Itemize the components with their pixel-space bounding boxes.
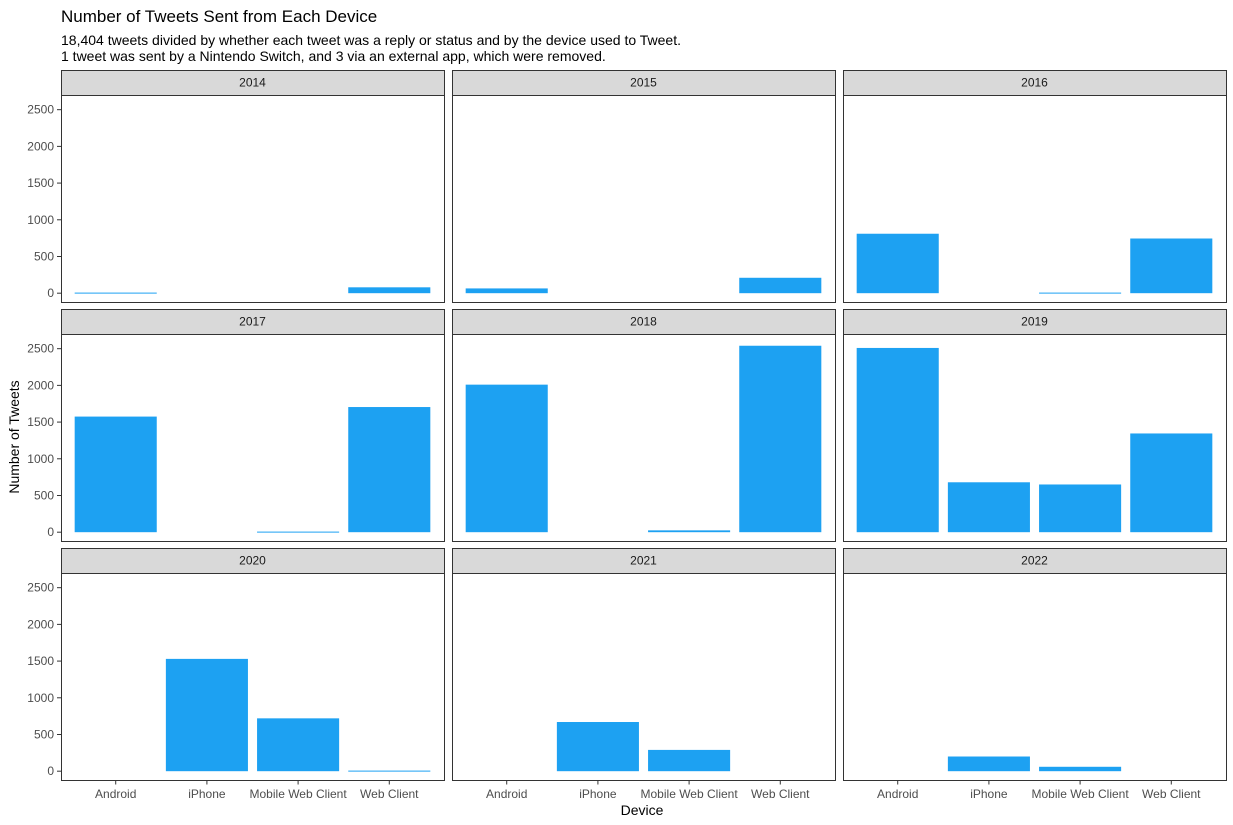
facet-2016: 2016 — [843, 70, 1227, 303]
bar-2021-iphone — [556, 722, 639, 772]
facet-strip — [61, 548, 445, 574]
facet-strip — [452, 548, 836, 574]
facet-strip-label: 2019 — [1021, 315, 1048, 329]
bar-2022-mobile-web-client — [1039, 766, 1122, 772]
x-tick-label: iPhone — [970, 787, 1008, 801]
facet-strip — [843, 70, 1227, 96]
bar-2018-web-client — [739, 345, 822, 533]
y-axis-title: Number of Tweets — [6, 380, 22, 493]
facet-panel-border — [61, 95, 445, 303]
facet-panel-border — [61, 573, 445, 781]
x-tick-label: Android — [95, 787, 136, 801]
y-tick-label: 0 — [47, 764, 54, 778]
x-tick-label: Web Client — [751, 787, 810, 801]
bar-2017-web-client — [348, 407, 431, 533]
facet-2021: 2021 Android iPhone Mobile Web Client Web Cl… — [452, 548, 836, 801]
y-tick-label: 1500 — [27, 176, 54, 190]
facet-2020: 2020 0 500 1000 1500 2000 2500 Android iPhone Mob… — [27, 548, 445, 801]
x-tick-label: Mobile Web Client — [1032, 787, 1130, 801]
facet-2017: 2017 0 500 1000 1500 2000 2500 — [27, 309, 445, 542]
bar-2014-android — [74, 292, 157, 294]
bar-2022-iphone — [947, 756, 1030, 772]
y-tick-label: 0 — [47, 286, 54, 300]
y-tick-label: 2500 — [27, 342, 54, 356]
bar-2019-web-client — [1130, 433, 1213, 533]
facet-panel-border — [843, 334, 1227, 542]
y-tick-label: 2500 — [27, 103, 54, 117]
chart-subtitle-line-1: 18,404 tweets divided by whether each tw… — [61, 32, 681, 48]
facets-layer: 2014 0 500 1000 1500 2000 2500 2015 2016 2017 0 500… — [27, 70, 1227, 801]
bar-2016-web-client — [1130, 238, 1213, 294]
x-axis-title: Device — [621, 802, 664, 818]
y-tick-label: 2000 — [27, 378, 54, 392]
x-tick-label: Android — [486, 787, 527, 801]
y-tick-label: 1000 — [27, 691, 54, 705]
y-tick-label: 1500 — [27, 654, 54, 668]
facet-strip-label: 2017 — [239, 315, 266, 329]
y-tick-label: 1000 — [27, 213, 54, 227]
facet-2014: 2014 0 500 1000 1500 2000 2500 — [27, 70, 445, 303]
facet-strip-label: 2018 — [630, 315, 657, 329]
bar-2015-android — [465, 288, 548, 294]
y-tick-label: 1500 — [27, 415, 54, 429]
chart-subtitle-line-2: 1 tweet was sent by a Nintendo Switch, a… — [61, 48, 606, 64]
bar-2018-mobile-web-client — [648, 530, 731, 533]
facet-strip — [452, 70, 836, 96]
bar-2020-iphone — [165, 658, 248, 772]
bar-2020-web-client — [348, 770, 431, 772]
facet-2022: 2022 Android iPhone Mobile Web Client Web Cl… — [843, 548, 1227, 801]
bar-2019-iphone — [947, 482, 1030, 533]
y-tick-label: 500 — [34, 727, 54, 741]
facet-panel-border — [61, 334, 445, 542]
facet-2018: 2018 — [452, 309, 836, 542]
x-tick-label: iPhone — [579, 787, 617, 801]
x-tick-label: Web Client — [360, 787, 419, 801]
y-tick-label: 0 — [47, 525, 54, 539]
bar-2016-mobile-web-client — [1039, 292, 1122, 294]
facet-panel-border — [452, 95, 836, 303]
y-tick-label: 2500 — [27, 581, 54, 595]
bar-2019-mobile-web-client — [1039, 484, 1122, 533]
x-tick-label: Web Client — [1142, 787, 1201, 801]
facet-panel-border — [843, 95, 1227, 303]
facet-strip — [843, 309, 1227, 335]
facet-strip-label: 2016 — [1021, 76, 1048, 90]
facet-panel-border — [452, 334, 836, 542]
bar-2017-mobile-web-client — [257, 531, 340, 533]
facet-strip-label: 2021 — [630, 554, 657, 568]
x-tick-label: Mobile Web Client — [641, 787, 739, 801]
bar-2018-android — [465, 384, 548, 533]
bar-2020-mobile-web-client — [257, 718, 340, 772]
bar-2015-web-client — [739, 277, 822, 294]
facet-strip-label: 2022 — [1021, 554, 1048, 568]
facet-panel-border — [843, 573, 1227, 781]
y-tick-label: 500 — [34, 488, 54, 502]
facet-2015: 2015 — [452, 70, 836, 303]
y-tick-label: 500 — [34, 249, 54, 263]
y-tick-label: 1000 — [27, 452, 54, 466]
facet-strip-label: 2020 — [239, 554, 266, 568]
facet-panel-border — [452, 573, 836, 781]
x-tick-label: Mobile Web Client — [250, 787, 348, 801]
bar-2016-android — [856, 233, 939, 294]
facet-strip — [452, 309, 836, 335]
bar-2017-android — [74, 416, 157, 533]
y-tick-label: 2000 — [27, 139, 54, 153]
x-tick-label: iPhone — [188, 787, 226, 801]
x-tick-label: Android — [877, 787, 918, 801]
bar-2019-android — [856, 347, 939, 533]
bar-2014-web-client — [348, 287, 431, 294]
y-tick-label: 2000 — [27, 617, 54, 631]
chart-title: Number of Tweets Sent from Each Device — [61, 7, 377, 26]
bar-2021-mobile-web-client — [648, 749, 731, 772]
facet-strip-label: 2015 — [630, 76, 657, 90]
facet-2019: 2019 — [843, 309, 1227, 542]
facet-strip-label: 2014 — [239, 76, 266, 90]
facet-strip — [61, 70, 445, 96]
